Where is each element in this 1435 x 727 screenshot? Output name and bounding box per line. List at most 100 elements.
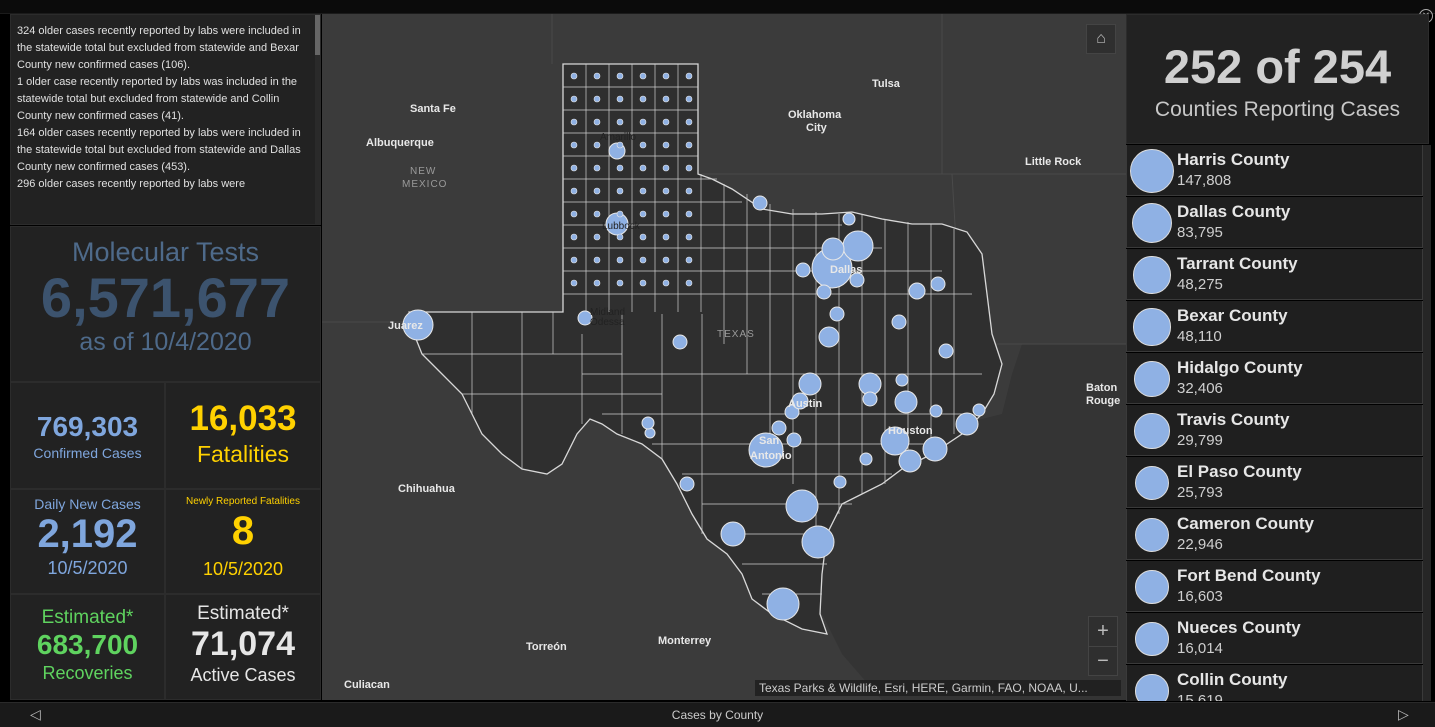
case-bubble-small[interactable]	[639, 187, 647, 195]
case-bubble[interactable]	[842, 212, 856, 226]
zoom-in-button[interactable]: +	[1089, 617, 1117, 647]
case-bubble-small[interactable]	[662, 72, 670, 80]
case-bubble-small[interactable]	[685, 141, 693, 149]
map-attribution[interactable]: Texas Parks & Wildlife, Esri, HERE, Garm…	[755, 680, 1121, 696]
case-bubble[interactable]	[842, 230, 874, 262]
case-bubble-small[interactable]	[639, 279, 647, 287]
case-bubble-small[interactable]	[685, 72, 693, 80]
case-bubble-small[interactable]	[662, 118, 670, 126]
case-bubble[interactable]	[672, 334, 688, 350]
case-bubble-small[interactable]	[593, 256, 601, 264]
notes-panel[interactable]: 324 older cases recently reported by lab…	[10, 14, 321, 225]
case-bubble-small[interactable]	[616, 187, 624, 195]
case-bubble[interactable]	[644, 427, 656, 439]
case-bubble-small[interactable]	[593, 141, 601, 149]
case-bubble-small[interactable]	[685, 210, 693, 218]
case-bubble[interactable]	[641, 416, 655, 430]
case-bubble[interactable]	[784, 404, 800, 420]
case-bubble[interactable]	[849, 272, 865, 288]
case-bubble-small[interactable]	[616, 233, 624, 241]
county-list-item[interactable]: Fort Bend County 16,603	[1126, 561, 1423, 612]
county-list-item[interactable]: Dallas County 83,795	[1126, 197, 1423, 248]
case-bubble-small[interactable]	[593, 95, 601, 103]
case-bubble-small[interactable]	[639, 118, 647, 126]
county-list-item[interactable]: El Paso County 25,793	[1126, 457, 1423, 508]
case-bubble[interactable]	[929, 404, 943, 418]
case-bubble[interactable]	[895, 373, 909, 387]
case-bubble[interactable]	[898, 449, 922, 473]
county-list-item[interactable]: Bexar County 48,110	[1126, 301, 1423, 352]
case-bubble[interactable]	[785, 489, 819, 523]
cases-map[interactable]: Santa Fe Albuquerque NEW MEXICO Tulsa Ok…	[322, 14, 1126, 700]
case-bubble-small[interactable]	[616, 256, 624, 264]
case-bubble-small[interactable]	[662, 187, 670, 195]
case-bubble[interactable]	[577, 310, 593, 326]
case-bubble-small[interactable]	[662, 95, 670, 103]
case-bubble-small[interactable]	[639, 233, 647, 241]
case-bubble-small[interactable]	[662, 210, 670, 218]
case-bubble-small[interactable]	[639, 210, 647, 218]
zoom-control[interactable]: + −	[1088, 616, 1118, 676]
case-bubble[interactable]	[748, 432, 784, 468]
case-bubble[interactable]	[922, 436, 948, 462]
case-bubble[interactable]	[818, 326, 840, 348]
case-bubble-small[interactable]	[593, 210, 601, 218]
scrollbar-thumb[interactable]	[315, 15, 320, 55]
case-bubble-small[interactable]	[685, 95, 693, 103]
case-bubble[interactable]	[938, 343, 954, 359]
case-bubble-small[interactable]	[639, 256, 647, 264]
case-bubble-small[interactable]	[616, 279, 624, 287]
case-bubble[interactable]	[816, 284, 832, 300]
county-list-item[interactable]: Tarrant County 48,275	[1126, 249, 1423, 300]
case-bubble-small[interactable]	[616, 141, 624, 149]
case-bubble-small[interactable]	[616, 118, 624, 126]
case-bubble[interactable]	[829, 306, 845, 322]
case-bubble-small[interactable]	[639, 164, 647, 172]
chevron-left-icon[interactable]: ◁	[30, 706, 41, 722]
case-bubble[interactable]	[891, 314, 907, 330]
county-list-item[interactable]: Nueces County 16,014	[1126, 613, 1423, 664]
case-bubble-small[interactable]	[662, 256, 670, 264]
case-bubble-small[interactable]	[593, 164, 601, 172]
county-list-item[interactable]: Travis County 29,799	[1126, 405, 1423, 456]
case-bubble-small[interactable]	[593, 233, 601, 241]
case-bubble-small[interactable]	[662, 141, 670, 149]
case-bubble-small[interactable]	[616, 164, 624, 172]
case-bubble-small[interactable]	[639, 95, 647, 103]
case-bubble-small[interactable]	[662, 279, 670, 287]
case-bubble[interactable]	[880, 426, 910, 456]
county-list-scrollbar[interactable]	[1423, 145, 1431, 701]
home-button[interactable]: ⌂	[1086, 24, 1116, 54]
county-list-item[interactable]: Hidalgo County 32,406	[1126, 353, 1423, 404]
case-bubble-small[interactable]	[685, 256, 693, 264]
case-bubble-small[interactable]	[570, 187, 578, 195]
case-bubble-small[interactable]	[570, 210, 578, 218]
case-bubble[interactable]	[862, 391, 878, 407]
case-bubble-small[interactable]	[639, 72, 647, 80]
case-bubble-small[interactable]	[570, 164, 578, 172]
county-list-item[interactable]: Collin County 15,619	[1126, 665, 1423, 701]
case-bubble-small[interactable]	[639, 141, 647, 149]
case-bubble-small[interactable]	[570, 118, 578, 126]
case-bubble-small[interactable]	[570, 72, 578, 80]
case-bubble-small[interactable]	[685, 187, 693, 195]
case-bubble-small[interactable]	[685, 118, 693, 126]
case-bubble[interactable]	[720, 521, 746, 547]
case-bubble-small[interactable]	[616, 72, 624, 80]
case-bubble-small[interactable]	[685, 233, 693, 241]
case-bubble[interactable]	[798, 372, 822, 396]
case-bubble-small[interactable]	[616, 95, 624, 103]
case-bubble[interactable]	[752, 195, 768, 211]
case-bubble-small[interactable]	[593, 279, 601, 287]
case-bubble[interactable]	[972, 403, 986, 417]
case-bubble[interactable]	[894, 390, 918, 414]
case-bubble[interactable]	[679, 476, 695, 492]
case-bubble[interactable]	[791, 392, 809, 410]
county-list-item[interactable]: Harris County 147,808	[1126, 145, 1423, 196]
county-list-item[interactable]: Cameron County 22,946	[1126, 509, 1423, 560]
case-bubble-small[interactable]	[685, 164, 693, 172]
case-bubble-small[interactable]	[662, 164, 670, 172]
case-bubble-small[interactable]	[685, 279, 693, 287]
case-bubble-small[interactable]	[593, 187, 601, 195]
case-bubble[interactable]	[859, 452, 873, 466]
